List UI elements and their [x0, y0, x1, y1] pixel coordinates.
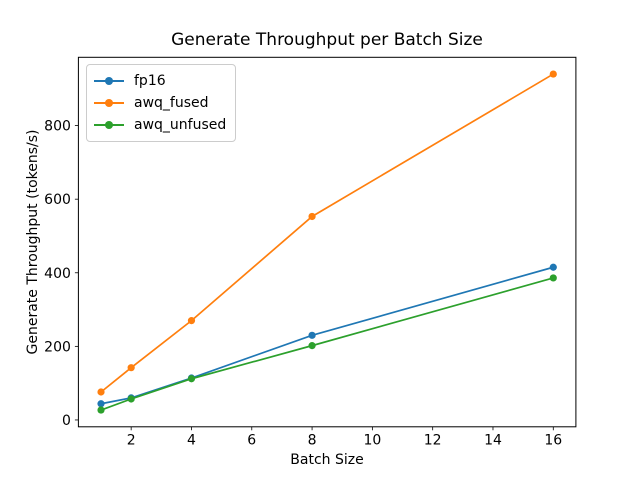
y-tick-label: 800: [44, 119, 71, 135]
y-tick-label: 0: [62, 413, 71, 429]
data-point-awq_fused-batch-4: [187, 317, 196, 325]
legend-entry-fp16: fp16: [94, 70, 226, 92]
data-point-awq_fused-batch-8: [308, 212, 316, 221]
data-point-awq_unfused-batch-4: [187, 375, 196, 383]
data-point-awq_unfused-batch-1: [97, 406, 105, 414]
legend-entry-awq-unfused: awq_unfused: [94, 114, 226, 136]
data-point-awq_unfused-batch-16: [549, 274, 557, 282]
plot-frame: [77, 56, 577, 428]
x-tick-label: 14: [484, 432, 502, 448]
x-axis-label: Batch Size: [290, 452, 364, 468]
x-tick-label: 6: [247, 432, 256, 448]
legend-label-fp16: fp16: [134, 73, 166, 89]
data-point-awq_fused-batch-16: [549, 70, 557, 78]
data-point-fp16-batch-8: [308, 331, 316, 339]
y-tick-label: 400: [44, 266, 71, 282]
x-tick-label: 2: [127, 432, 136, 448]
x-tick-label: 16: [544, 432, 562, 448]
chart-title: Generate Throughput per Batch Size: [171, 30, 483, 50]
data-point-fp16-batch-1: [97, 400, 105, 408]
series-line-fp16: [100, 266, 554, 405]
x-tick-label: 12: [424, 432, 442, 448]
legend-line-sample-icon: [94, 99, 124, 107]
x-tick-label: 8: [308, 432, 317, 448]
y-tick-label: 600: [44, 192, 71, 208]
legend-marker-fp16-icon: [105, 77, 113, 85]
legend-line-sample-icon: [94, 77, 124, 85]
legend-marker-awq-unfused-icon: [105, 121, 113, 129]
legend-label-awq-fused: awq_fused: [134, 95, 209, 111]
data-point-awq_unfused-batch-8: [308, 342, 316, 350]
data-point-awq_fused-batch-2: [127, 364, 135, 372]
legend-entry-awq-fused: awq_fused: [94, 92, 226, 114]
legend-label-awq-unfused: awq_unfused: [134, 117, 227, 133]
legend-marker-awq-fused-icon: [105, 99, 113, 107]
y-tick-label: 200: [44, 339, 71, 355]
x-tick-label: 10: [363, 432, 381, 448]
legend-line-sample-icon: [94, 121, 124, 129]
x-tick-label: 4: [187, 432, 196, 448]
data-point-fp16-batch-16: [549, 263, 557, 271]
y-axis-label: Generate Throughput (tokens/s): [25, 129, 41, 355]
data-point-awq_unfused-batch-2: [127, 395, 135, 403]
series-line-awq_unfused: [100, 277, 554, 411]
legend: fp16 awq_fused awq_unfused: [86, 64, 237, 142]
data-point-awq_fused-batch-1: [97, 388, 105, 396]
